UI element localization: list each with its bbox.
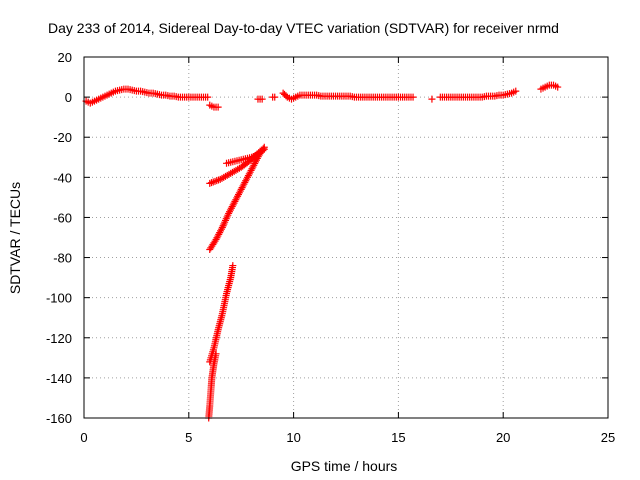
chart-title: Day 233 of 2014, Sidereal Day-to-day VTE… [48,20,559,36]
data-point [259,145,267,153]
grid-lines [84,57,608,418]
y-axis-label: SDTVAR / TECUs [7,182,23,294]
plot-frame [83,56,609,419]
y-tick-label: -120 [46,331,72,346]
data-point [212,350,220,358]
x-tick-label: 5 [185,430,192,445]
data-point [512,87,520,95]
y-tick-label: -60 [53,210,72,225]
x-tick-label: 10 [286,430,300,445]
x-axis-label: GPS time / hours [291,458,398,474]
data-point [229,262,237,270]
y-tick-label: -160 [46,411,72,426]
y-tick-label: 0 [65,90,72,105]
y-tick-label: -80 [53,251,72,266]
data-point [428,95,436,103]
y-tick-label: -40 [53,170,72,185]
x-tick-label: 20 [496,430,510,445]
axis-ticks: 0 5 10 15 20 25 20 0 -20 -40 -60 -80 -100 -120 -140 -16… [46,50,615,445]
data-point [258,95,266,103]
data-point [214,103,222,111]
y-tick-label: 20 [58,50,72,65]
data-point [260,143,268,151]
data-point [217,225,225,233]
data-points [82,81,562,422]
x-tick-label: 0 [80,430,87,445]
data-point [271,93,279,101]
data-point [204,93,212,101]
x-tick-label: 25 [601,430,615,445]
y-tick-label: -20 [53,130,72,145]
data-point [554,83,562,91]
data-point [409,93,417,101]
y-tick-label: -140 [46,371,72,386]
y-tick-label: -100 [46,291,72,306]
data-point [248,153,256,161]
x-tick-label: 15 [391,430,405,445]
